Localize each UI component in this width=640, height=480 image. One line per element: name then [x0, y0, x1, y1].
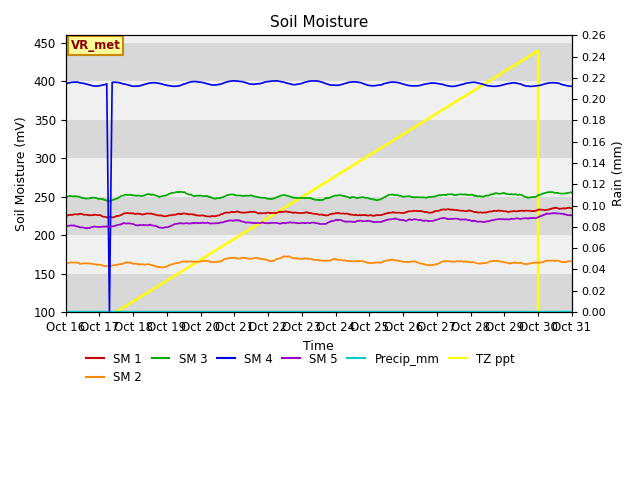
X-axis label: Time: Time — [303, 340, 334, 353]
Bar — [65, 120, 572, 158]
Title: Soil Moisture: Soil Moisture — [269, 15, 368, 30]
Bar — [65, 235, 572, 274]
Bar — [65, 197, 572, 235]
Bar — [65, 82, 572, 120]
Text: VR_met: VR_met — [70, 39, 120, 52]
Y-axis label: Soil Moisture (mV): Soil Moisture (mV) — [15, 116, 28, 231]
Bar — [65, 43, 572, 82]
Bar — [65, 274, 572, 312]
Bar — [65, 36, 572, 43]
Legend: SM 1, SM 2, SM 3, SM 4, SM 5, Precip_mm, TZ ppt: SM 1, SM 2, SM 3, SM 4, SM 5, Precip_mm,… — [81, 348, 520, 389]
Y-axis label: Rain (mm): Rain (mm) — [612, 141, 625, 206]
Bar — [65, 158, 572, 197]
